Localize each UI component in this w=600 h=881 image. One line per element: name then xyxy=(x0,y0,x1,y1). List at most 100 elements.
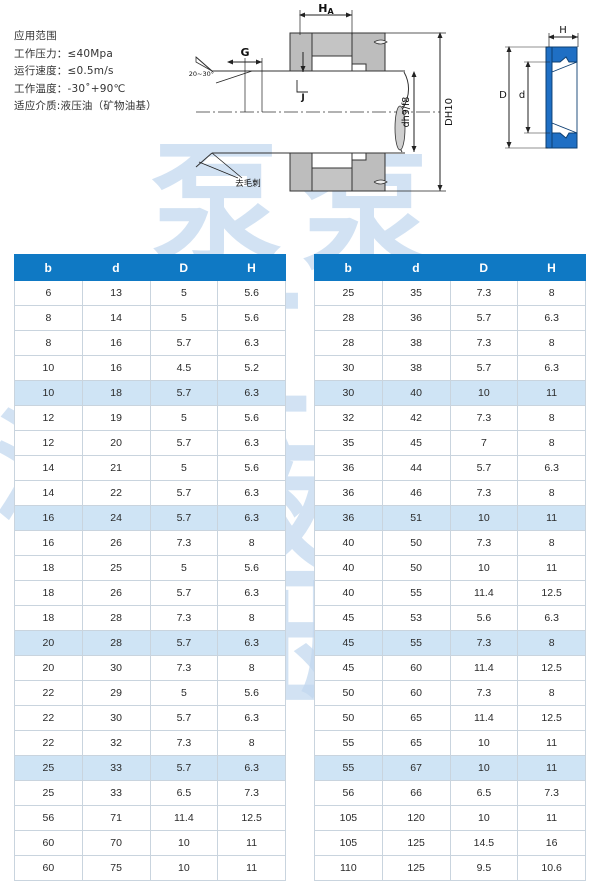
table-row: 6 13 5 5.6 xyxy=(14,280,286,306)
table-row: 12 20 5.7 6.3 xyxy=(14,430,286,456)
table-cell-D: 5.7 xyxy=(149,630,219,656)
column-header-H: H xyxy=(217,254,286,281)
table-cell-d: 66 xyxy=(381,780,451,806)
table-cell-d: 71 xyxy=(81,805,151,831)
table-row: 16 26 7.3 8 xyxy=(14,530,286,556)
table-cell-D: 5.7 xyxy=(449,455,519,481)
spec-medium: 适应介质:液压油（矿物油基） xyxy=(14,100,157,112)
table-cell-D: 7.3 xyxy=(149,655,219,681)
dimension-tables: b d D H 6 13 5 5.6 8 14 5 5.6 8 16 5.7 6.3 10 16 4.5 5.… xyxy=(0,254,600,881)
table-cell-D: 10 xyxy=(449,555,519,581)
application-spec-block: 应用范围 工作压力：≤40Mpa 运行速度：≤0.5m/s 工作温度：-30˚+… xyxy=(14,28,157,116)
table-header-row: b d D H xyxy=(314,254,586,281)
table-cell-d: 120 xyxy=(381,805,451,831)
table-cell-H: 11 xyxy=(217,830,286,856)
deburr-label: 去毛刺 xyxy=(235,178,261,189)
table-cell-H: 8 xyxy=(517,330,586,356)
spec-working-temperature: 工作温度：-30˚+90℃ xyxy=(14,82,126,95)
upper-housing-body xyxy=(289,32,388,72)
table-cell-d: 16 xyxy=(81,330,151,356)
table-cell-d: 125 xyxy=(381,830,451,856)
table-cell-b: 56 xyxy=(14,805,83,831)
dimension-bore-tolerance: DH10 xyxy=(385,32,455,192)
table-cell-H: 8 xyxy=(517,630,586,656)
dimension-seal-d-outer: D xyxy=(499,46,548,149)
table-cell-b: 60 xyxy=(14,830,83,856)
table-row: 36 51 10 11 xyxy=(314,505,586,531)
table-cell-d: 60 xyxy=(381,655,451,681)
chamfer-angle-callout: 20~30° xyxy=(189,70,253,84)
table-cell-b: 50 xyxy=(314,705,383,731)
table-row: 16 24 5.7 6.3 xyxy=(14,505,286,531)
table-cell-D: 11.4 xyxy=(449,655,519,681)
table-cell-D: 7.3 xyxy=(449,530,519,556)
table-cell-d: 38 xyxy=(381,330,451,356)
table-row: 35 45 7 8 xyxy=(314,430,586,456)
dimension-seal-h: H xyxy=(548,25,579,47)
table-cell-H: 8 xyxy=(517,680,586,706)
dimension-seal-d-inner: d xyxy=(519,61,550,134)
table-cell-d: 125 xyxy=(381,855,451,881)
table-cell-b: 32 xyxy=(314,405,383,431)
table-row: 60 70 10 11 xyxy=(14,830,286,856)
groove-assembly-drawing: HA G 20~30° J dh9 xyxy=(189,2,455,192)
table-cell-H: 10.6 xyxy=(517,855,586,881)
dimension-bore-tolerance-label: DH10 xyxy=(444,98,455,126)
table-cell-D: 7 xyxy=(449,430,519,456)
table-cell-b: 45 xyxy=(314,630,383,656)
table-cell-H: 11 xyxy=(517,380,586,406)
table-cell-d: 51 xyxy=(381,505,451,531)
table-cell-d: 28 xyxy=(81,630,151,656)
table-cell-d: 22 xyxy=(81,480,151,506)
table-cell-H: 11 xyxy=(517,730,586,756)
table-row: 30 38 5.7 6.3 xyxy=(314,355,586,381)
spec-title: 应用范围 xyxy=(14,30,57,42)
table-cell-D: 5 xyxy=(149,405,219,431)
table-cell-b: 12 xyxy=(14,405,83,431)
table-cell-H: 8 xyxy=(517,480,586,506)
table-row: 10 16 4.5 5.2 xyxy=(14,355,286,381)
table-cell-D: 7.3 xyxy=(149,605,219,631)
table-row: 22 30 5.7 6.3 xyxy=(14,705,286,731)
table-cell-H: 12.5 xyxy=(517,655,586,681)
dimension-seal-d-outer-label: D xyxy=(499,90,507,101)
table-cell-b: 35 xyxy=(314,430,383,456)
table-row: 45 60 11.4 12.5 xyxy=(314,655,586,681)
table-cell-b: 12 xyxy=(14,430,83,456)
table-cell-D: 5 xyxy=(149,305,219,331)
table-row: 36 44 5.7 6.3 xyxy=(314,455,586,481)
table-cell-d: 75 xyxy=(81,855,151,881)
table-cell-D: 10 xyxy=(449,805,519,831)
table-row: 22 29 5 5.6 xyxy=(14,680,286,706)
dimension-seal-h-label: H xyxy=(559,25,567,36)
dimension-ha-label: HA xyxy=(318,2,334,16)
table-cell-D: 7.3 xyxy=(449,280,519,306)
table-cell-D: 11.4 xyxy=(449,580,519,606)
table-cell-H: 11 xyxy=(517,505,586,531)
lower-housing-body xyxy=(289,152,388,192)
column-header-b: b xyxy=(314,254,383,281)
table-cell-D: 10 xyxy=(449,505,519,531)
table-row: 8 14 5 5.6 xyxy=(14,305,286,331)
dimension-shaft-tolerance: dh9/f8 xyxy=(401,71,417,152)
table-cell-H: 6.3 xyxy=(517,455,586,481)
column-header-D: D xyxy=(149,254,219,281)
table-row: 55 65 10 11 xyxy=(314,730,586,756)
table-cell-D: 5.7 xyxy=(149,380,219,406)
table-cell-d: 45 xyxy=(381,430,451,456)
table-cell-H: 8 xyxy=(517,405,586,431)
table-cell-b: 25 xyxy=(14,755,83,781)
table-row: 18 26 5.7 6.3 xyxy=(14,580,286,606)
table-cell-H: 6.3 xyxy=(517,305,586,331)
table-cell-b: 25 xyxy=(14,780,83,806)
table-cell-H: 5.6 xyxy=(217,555,286,581)
table-cell-d: 40 xyxy=(381,380,451,406)
column-header-H: H xyxy=(517,254,586,281)
table-cell-H: 8 xyxy=(217,655,286,681)
dimension-g: G xyxy=(227,46,263,112)
table-row: 56 71 11.4 12.5 xyxy=(14,805,286,831)
table-cell-b: 60 xyxy=(14,855,83,881)
table-cell-D: 5.6 xyxy=(449,605,519,631)
dimension-seal-d-inner-label: d xyxy=(519,90,525,101)
table-cell-H: 5.6 xyxy=(217,405,286,431)
